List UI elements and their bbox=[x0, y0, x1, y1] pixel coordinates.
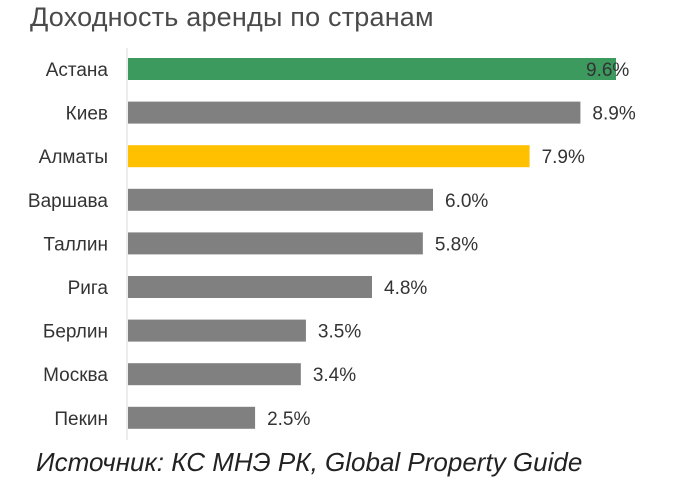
category-label: Берлин bbox=[43, 322, 108, 343]
value-label: 7.9% bbox=[542, 147, 585, 168]
bar bbox=[128, 406, 256, 429]
bar bbox=[128, 188, 433, 211]
category-label: Варшава bbox=[28, 191, 108, 212]
category-label: Астана bbox=[46, 60, 109, 81]
value-label: 5.8% bbox=[435, 234, 478, 255]
value-label: 6.0% bbox=[445, 191, 488, 212]
category-label: Киев bbox=[66, 104, 108, 125]
bars-group: Астана 9.6% Киев 8.9% Алматы 7.9% Варшава 6.0% Т… bbox=[28, 58, 636, 430]
bar bbox=[128, 276, 372, 298]
value-label: 4.8% bbox=[384, 278, 427, 299]
value-label: 3.4% bbox=[313, 365, 356, 386]
value-label: 3.5% bbox=[318, 322, 361, 343]
value-label: 8.9% bbox=[592, 104, 635, 125]
chart-title: Доходность аренды по странам bbox=[30, 2, 434, 32]
category-label: Алматы bbox=[39, 147, 108, 168]
bar bbox=[128, 319, 306, 342]
category-label: Москва bbox=[43, 365, 108, 386]
category-label: Рига bbox=[68, 278, 109, 299]
source-note: Источник: КС МНЭ РК, Global Property Gui… bbox=[36, 447, 583, 477]
bar bbox=[128, 232, 423, 255]
value-label: 2.5% bbox=[267, 409, 310, 430]
value-label: 9.6% bbox=[586, 60, 629, 81]
category-label: Таллин bbox=[43, 234, 108, 255]
bar bbox=[128, 145, 530, 168]
bar bbox=[128, 363, 301, 386]
bar bbox=[128, 101, 581, 124]
category-label: Пекин bbox=[54, 409, 108, 430]
bar bbox=[128, 58, 616, 80]
